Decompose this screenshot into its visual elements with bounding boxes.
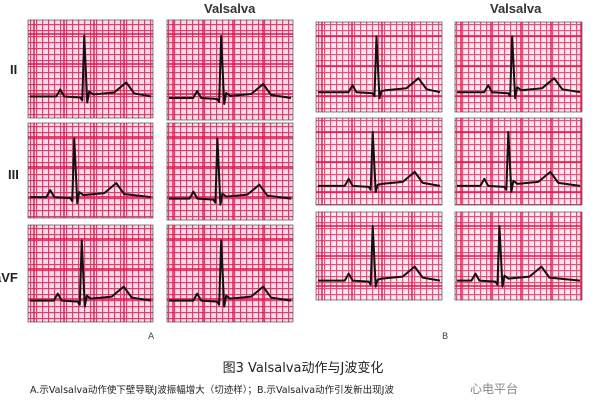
ecg-strip bbox=[454, 21, 583, 113]
ecg-trace bbox=[169, 239, 292, 308]
ecg-trace bbox=[30, 34, 152, 104]
ecg-trace bbox=[318, 130, 441, 193]
panel-label-a: A bbox=[148, 332, 155, 342]
ecg-trace bbox=[457, 35, 581, 100]
figure-title: 图3 Valsalva动作与J波变化 bbox=[222, 361, 384, 376]
ecg-trace bbox=[30, 239, 152, 308]
watermark: 心电平台 bbox=[470, 382, 519, 396]
valsalva-label-b: Valsalva bbox=[490, 1, 542, 16]
ecg-strip bbox=[27, 122, 154, 219]
ecg-trace bbox=[318, 35, 441, 100]
lead-label-iii: III bbox=[8, 167, 19, 182]
valsalva-label-a: Valsalva bbox=[204, 1, 256, 16]
ecg-strip bbox=[27, 224, 154, 323]
ecg-strip bbox=[166, 122, 294, 221]
ecg-strip bbox=[166, 224, 294, 323]
ecg-trace bbox=[169, 137, 292, 206]
panel-label-b: B bbox=[442, 332, 449, 342]
ecg-trace bbox=[30, 137, 152, 205]
lead-label-avf: aVF bbox=[0, 270, 18, 285]
ecg-strip bbox=[166, 19, 294, 121]
lead-label-ii: II bbox=[10, 62, 18, 77]
figure-caption: A.示Valsalva动作使下壁导联J波振幅增大（切迹样）；B.示Valsalv… bbox=[30, 385, 394, 396]
ecg-strip bbox=[27, 19, 154, 119]
ecg-trace bbox=[457, 130, 581, 193]
ecg-trace bbox=[318, 225, 441, 288]
ecg-trace bbox=[169, 35, 292, 105]
ecg-trace bbox=[457, 225, 581, 288]
